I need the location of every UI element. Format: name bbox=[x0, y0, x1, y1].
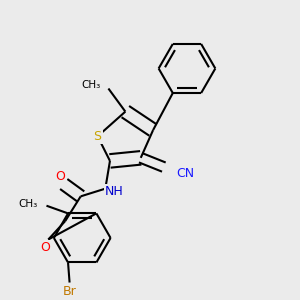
Text: O: O bbox=[56, 170, 66, 183]
Text: S: S bbox=[94, 130, 102, 143]
Text: Br: Br bbox=[63, 285, 76, 298]
Text: CN: CN bbox=[176, 167, 194, 180]
Text: CH₃: CH₃ bbox=[82, 80, 101, 90]
Text: NH: NH bbox=[105, 185, 124, 198]
Text: CH₃: CH₃ bbox=[18, 199, 37, 209]
Text: O: O bbox=[40, 241, 50, 254]
